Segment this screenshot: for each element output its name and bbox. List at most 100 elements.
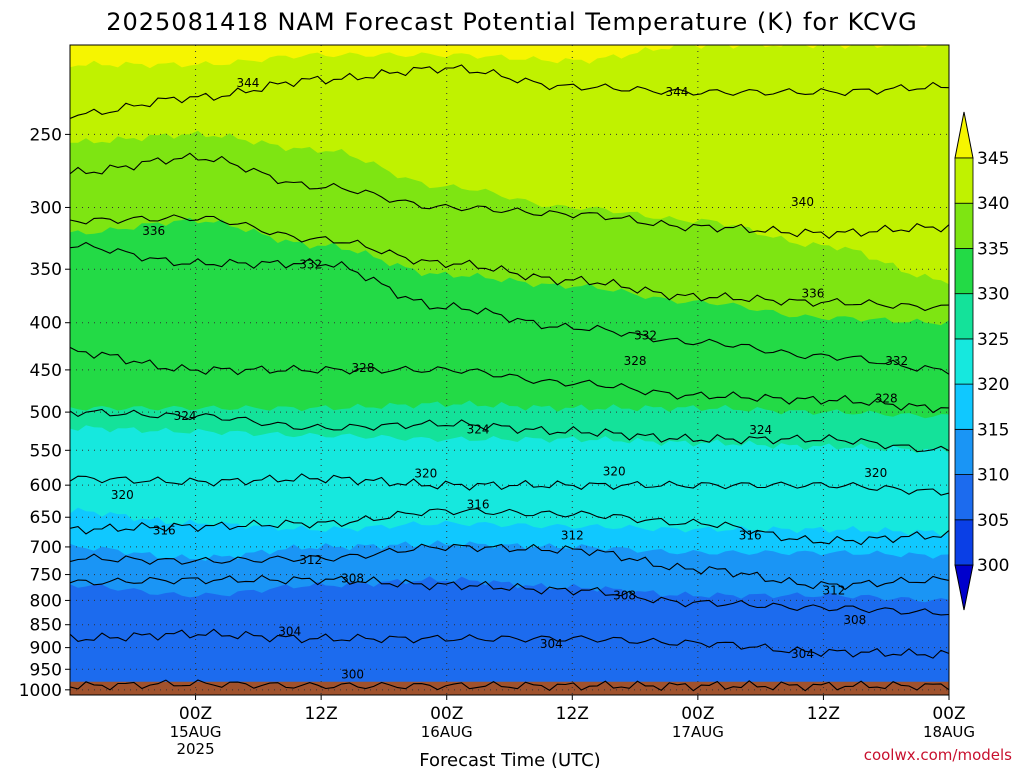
colorbar: 300 305 310 315 320 325 330 335 340 345 — [954, 111, 1009, 611]
contour-label: 312 — [822, 583, 845, 597]
y-tick-label: 300 — [30, 198, 62, 218]
x-tick-date: 17AUG — [672, 723, 724, 741]
x-tick-date: 16AUG — [421, 723, 473, 741]
colorbar-arrow-top — [954, 111, 974, 159]
x-axis-label: Forecast Time (UTC) — [419, 750, 600, 768]
contour-316 — [70, 508, 949, 546]
y-tick-label: 700 — [30, 538, 62, 558]
contour-340 — [70, 152, 949, 240]
y-tick-label: 850 — [30, 616, 62, 636]
contour-300 — [70, 679, 949, 692]
y-axis: 250 300 350 400 450 500 550 600 650 700 750 800 850 9… — [19, 125, 70, 701]
colorbar-label: 320 — [977, 375, 1009, 395]
y-tick-label: 1000 — [19, 681, 62, 701]
plot-area: 344 344 340 336 336 332 332 332 328 328 328 324 324 3… — [70, 45, 949, 695]
colorbar-label: 310 — [977, 466, 1009, 486]
y-tick-label: 550 — [30, 441, 62, 461]
ground-surface — [70, 681, 949, 695]
contour-label: 336 — [802, 287, 825, 301]
y-tick-label: 400 — [30, 314, 62, 334]
x-tick-label: 12Z — [556, 704, 589, 724]
contour-label: 328 — [875, 391, 898, 405]
colorbar-label: 345 — [977, 149, 1009, 169]
x-tick-label: 00Z — [681, 704, 714, 724]
colorbar-label: 300 — [977, 556, 1009, 576]
contour-label: 324 — [749, 423, 772, 437]
grid-lines — [70, 45, 949, 695]
x-tick-date: 18AUG — [923, 723, 975, 741]
contour-label: 316 — [467, 498, 490, 512]
band-310 — [70, 576, 949, 695]
contour-label: 308 — [341, 571, 364, 585]
contour-label: 320 — [864, 466, 887, 480]
contour-label: 304 — [278, 625, 301, 639]
colorbar-segment — [954, 474, 974, 521]
colorbar-label: 325 — [977, 330, 1009, 350]
colorbar-segment — [954, 383, 974, 430]
contour-324 — [70, 408, 949, 453]
contour-308 — [70, 574, 949, 616]
y-tick-label: 800 — [30, 591, 62, 611]
temperature-bands — [70, 45, 949, 695]
contour-label: 312 — [299, 553, 322, 567]
credit-text[interactable]: coolwx.com/models — [864, 746, 1012, 764]
contour-label: 316 — [153, 524, 176, 538]
colorbar-segment — [954, 519, 974, 566]
contour-label: 336 — [142, 224, 165, 238]
contour-label: 332 — [299, 258, 322, 272]
contour-label: 344 — [236, 76, 259, 90]
y-tick-label: 450 — [30, 361, 62, 381]
ground-layer — [70, 681, 949, 695]
colorbar-label: 330 — [977, 285, 1009, 305]
contour-label: 320 — [111, 488, 134, 502]
colorbar-segment — [954, 248, 974, 295]
colorbar-label: 335 — [977, 239, 1009, 259]
colorbar-segment — [954, 202, 974, 249]
contour-label: 328 — [624, 354, 647, 368]
contour-labels: 344 344 340 336 336 332 332 332 328 328 328 324 324 3… — [111, 76, 908, 681]
contour-label: 320 — [414, 467, 437, 481]
contour-label: 316 — [739, 528, 762, 542]
y-tick-label: 950 — [30, 660, 62, 680]
x-tick-label: 00Z — [932, 704, 965, 724]
contour-344 — [70, 64, 949, 120]
y-tick-label: 750 — [30, 566, 62, 586]
contour-label: 320 — [603, 465, 626, 479]
contour-328 — [70, 346, 949, 414]
colorbar-segment — [954, 293, 974, 340]
contour-312 — [70, 543, 949, 591]
contour-label: 332 — [634, 329, 657, 343]
contour-label: 344 — [665, 85, 688, 99]
colorbar-label: 340 — [977, 194, 1009, 214]
chart-title: 2025081418 NAM Forecast Potential Temper… — [106, 8, 918, 36]
colorbar-segment — [954, 157, 974, 204]
contour-lines — [70, 64, 949, 692]
y-tick-label: 500 — [30, 403, 62, 423]
contour-label: 328 — [352, 361, 375, 375]
contour-304 — [70, 628, 949, 659]
x-tick-year: 2025 — [176, 740, 214, 758]
contour-label: 308 — [843, 613, 866, 627]
contour-label: 308 — [613, 588, 636, 602]
y-tick-label: 900 — [30, 639, 62, 659]
x-tick-label: 12Z — [305, 704, 338, 724]
colorbar-segment — [954, 338, 974, 385]
y-tick-label: 250 — [30, 125, 62, 145]
y-tick-label: 650 — [30, 508, 62, 528]
colorbar-label: 305 — [977, 511, 1009, 531]
contour-label: 304 — [791, 647, 814, 661]
contour-label: 340 — [791, 195, 814, 209]
contour-332 — [70, 241, 949, 375]
colorbar-segment — [954, 428, 974, 475]
x-tick-label: 12Z — [807, 704, 840, 724]
x-tick-label: 00Z — [179, 704, 212, 724]
y-tick-label: 600 — [30, 476, 62, 496]
colorbar-label: 315 — [977, 420, 1009, 440]
x-tick-date: 15AUG — [170, 723, 222, 741]
contour-label: 304 — [540, 637, 563, 651]
colorbar-arrow-bottom — [954, 564, 974, 611]
contour-label: 332 — [885, 354, 908, 368]
contour-label: 324 — [174, 409, 197, 423]
contour-label: 300 — [341, 667, 364, 681]
